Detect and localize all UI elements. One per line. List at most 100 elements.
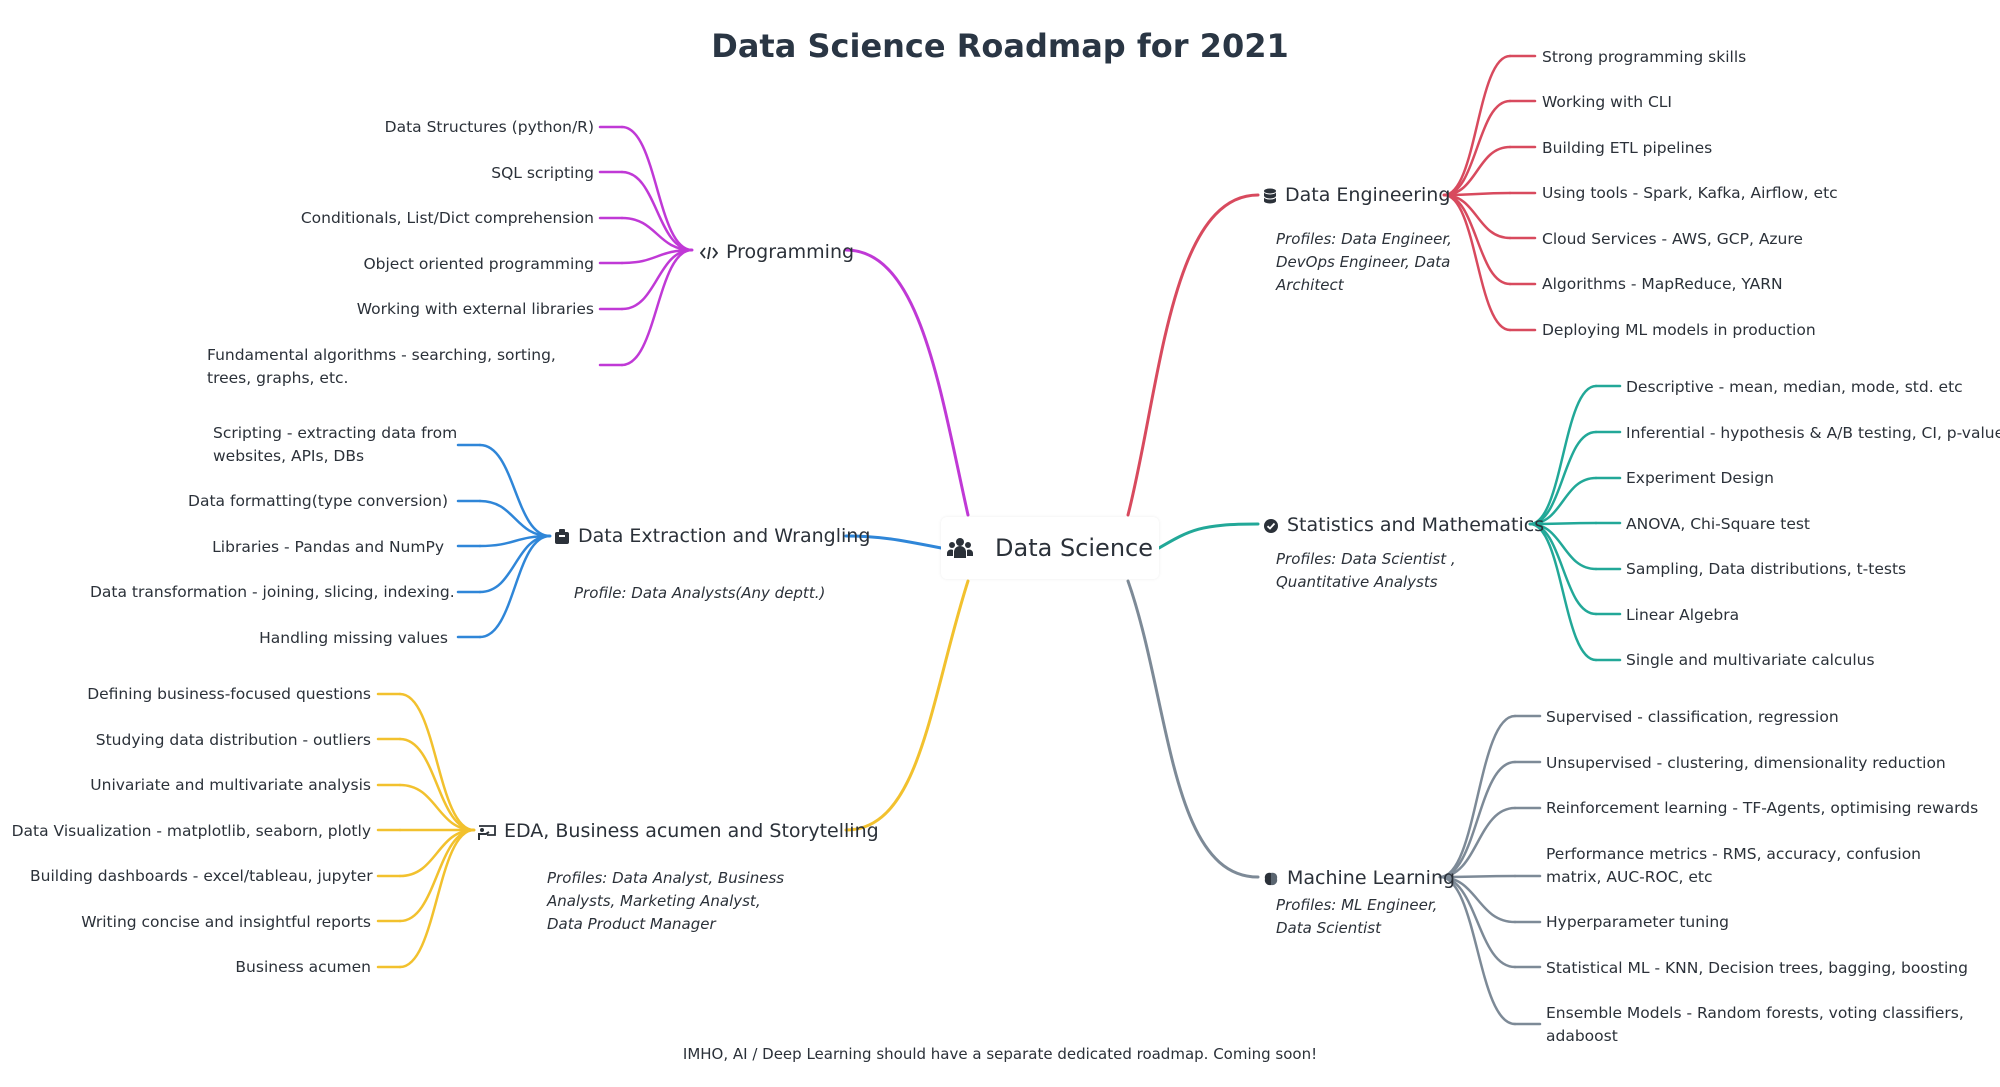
branch-extraction-label: Data Extraction and Wrangling <box>578 525 871 547</box>
list-item[interactable]: Single and multivariate calculus <box>1626 651 1875 669</box>
list-item[interactable]: Statistical ML - KNN, Decision trees, ba… <box>1546 959 1968 977</box>
code-icon <box>700 246 718 260</box>
branch-programming-label: Programming <box>726 241 855 263</box>
check-circle-icon <box>1263 518 1279 534</box>
list-item[interactable]: Algorithms - MapReduce, YARN <box>1542 275 1783 293</box>
list-item[interactable]: Working with CLI <box>1542 93 1672 111</box>
connector-ml-5 <box>1438 875 1517 969</box>
branch-statistics-label: Statistics and Mathematics <box>1287 514 1545 536</box>
list-item[interactable]: Performance metrics - RMS, accuracy, con… <box>1546 845 1922 886</box>
branch-engineering[interactable]: Data Engineering <box>1263 182 1450 208</box>
connector-main-statistics <box>1157 522 1260 550</box>
list-item[interactable]: Supervised - classification, regression <box>1546 708 1839 726</box>
connector-main-engineering <box>1126 193 1260 517</box>
list-item[interactable]: SQL scripting <box>491 164 594 182</box>
people-group-icon <box>947 536 974 560</box>
connector-programming-2 <box>620 216 694 252</box>
list-item[interactable]: ANOVA, Chi-Square test <box>1626 515 1811 533</box>
list-item[interactable]: Object oriented programming <box>363 255 594 273</box>
central-topic-label: Data Science <box>995 534 1153 562</box>
connector-main-eda <box>844 579 970 832</box>
branch-statistics[interactable]: Statistics and Mathematics <box>1263 512 1544 538</box>
connector-extraction-1 <box>478 499 552 538</box>
connector-main-ml <box>1126 579 1260 879</box>
profile-note: Profiles: ML Engineer, Data Scientist <box>1276 896 1438 937</box>
connector-statistics-6 <box>1528 522 1598 662</box>
connector-eda-2 <box>398 783 476 832</box>
connector-programming-1 <box>620 170 694 252</box>
database-icon <box>1263 188 1277 204</box>
profile-note: Profiles: Data Scientist , Quantitative … <box>1276 550 1456 591</box>
list-item[interactable]: Unsupervised - clustering, dimensionalit… <box>1546 754 1946 772</box>
connector-eda-6 <box>398 828 476 969</box>
list-item[interactable]: Ensemble Models - Random forests, voting… <box>1546 1004 1964 1045</box>
branch-eda-label: EDA, Business acumen and Storytelling <box>504 820 879 842</box>
list-item[interactable]: Inferential - hypothesis & A/B testing, … <box>1626 424 2000 442</box>
list-item[interactable]: Working with external libraries <box>356 300 594 318</box>
connector-eda-4 <box>398 828 476 878</box>
list-item[interactable]: Data Visualization - matplotlib, seaborn… <box>11 822 371 840</box>
page-title: Data Science Roadmap for 2021 <box>711 27 1289 65</box>
list-item[interactable]: Conditionals, List/Dict comprehension <box>300 209 594 227</box>
connector-ml-2 <box>1438 806 1517 879</box>
brain-icon <box>1263 871 1279 887</box>
connector-ml-1 <box>1438 760 1517 879</box>
list-item[interactable]: Data transformation - joining, slicing, … <box>90 583 455 601</box>
profile-note: Profile: Data Analysts(Any deptt.) <box>574 584 826 602</box>
connector-statistics-2 <box>1528 476 1598 526</box>
list-item[interactable]: Sampling, Data distributions, t-tests <box>1626 560 1907 578</box>
list-item[interactable]: Building dashboards - excel/tableau, jup… <box>30 867 373 885</box>
connector-engineering-2 <box>1442 145 1512 197</box>
branch-programming[interactable]: Programming <box>700 239 854 265</box>
central-topic[interactable]: Data Science <box>941 517 1159 579</box>
connector-extraction-0 <box>478 443 552 538</box>
list-item[interactable]: Libraries - Pandas and NumPy <box>212 538 444 556</box>
list-item[interactable]: Reinforcement learning - TF-Agents, opti… <box>1546 799 1979 817</box>
connector-engineering-6 <box>1442 193 1512 332</box>
list-item[interactable]: Business acumen <box>235 958 371 976</box>
connector-engineering-1 <box>1442 99 1512 197</box>
connector-extraction-4 <box>478 534 552 639</box>
profile-note: Profiles: Data Engineer, DevOps Engineer… <box>1276 230 1452 294</box>
connector-programming-4 <box>620 248 694 311</box>
connector-eda-0 <box>398 692 476 832</box>
branch-engineering-label: Data Engineering <box>1285 184 1451 206</box>
list-item[interactable]: Strong programming skills <box>1542 48 1747 66</box>
list-item[interactable]: Descriptive - mean, median, mode, std. e… <box>1626 378 1963 396</box>
branch-extraction[interactable]: Data Extraction and Wrangling <box>554 523 870 549</box>
list-item[interactable]: Data formatting(type conversion) <box>188 492 448 510</box>
presentation-icon <box>478 824 496 840</box>
list-item[interactable]: Linear Algebra <box>1626 606 1740 624</box>
list-item[interactable]: Scripting - extracting data from website… <box>213 424 458 465</box>
connector-ml-6 <box>1438 875 1517 1026</box>
profile-note: Profiles: Data Analyst, Business Analyst… <box>547 869 785 933</box>
list-item[interactable]: Defining business-focused questions <box>87 685 371 703</box>
branch-eda[interactable]: EDA, Business acumen and Storytelling <box>478 818 879 844</box>
connector-statistics-0 <box>1528 384 1598 526</box>
archive-icon <box>554 528 570 545</box>
connector-engineering-0 <box>1442 54 1512 197</box>
footer-note: IMHO, AI / Deep Learning should have a s… <box>682 1045 1318 1063</box>
branch-ml-label: Machine Learning <box>1287 867 1456 889</box>
list-item[interactable]: Building ETL pipelines <box>1542 139 1713 157</box>
connector-ml-0 <box>1438 714 1517 879</box>
list-item[interactable]: Using tools - Spark, Kafka, Airflow, etc <box>1542 184 1838 202</box>
connector-main-programming <box>844 248 970 517</box>
list-item[interactable]: Experiment Design <box>1626 469 1774 487</box>
list-item[interactable]: Cloud Services - AWS, GCP, Azure <box>1542 230 1803 248</box>
list-item[interactable]: Deploying ML models in production <box>1542 321 1816 339</box>
branch-ml[interactable]: Machine Learning <box>1263 865 1455 891</box>
list-item[interactable]: Fundamental algorithms - searching, sort… <box>207 346 556 387</box>
connector-eda-1 <box>398 737 476 832</box>
connector-statistics-1 <box>1528 430 1598 526</box>
list-item[interactable]: Data Structures (python/R) <box>384 118 594 136</box>
connector-programming-5 <box>620 248 694 367</box>
list-item[interactable]: Univariate and multivariate analysis <box>90 776 371 794</box>
list-item[interactable]: Handling missing values <box>259 629 448 647</box>
list-item[interactable]: Writing concise and insightful reports <box>81 913 371 931</box>
list-item[interactable]: Hyperparameter tuning <box>1546 913 1730 931</box>
list-item[interactable]: Studying data distribution - outliers <box>95 731 371 749</box>
connector-programming-0 <box>620 125 694 252</box>
connector-main-extraction <box>844 534 943 550</box>
